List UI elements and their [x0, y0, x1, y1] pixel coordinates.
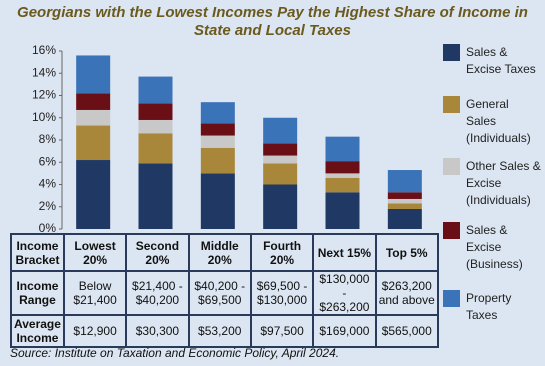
x-tick-label: Top 5% [374, 233, 439, 272]
table-row: Average Income $12,900 $30,300 $53,200 $97,5… [10, 314, 439, 348]
legend-swatch [443, 96, 460, 113]
y-tick-label: 8% [39, 132, 57, 146]
bar-segment [200, 173, 235, 229]
table-cell: $12,900 [62, 314, 128, 348]
table-cell: $40,200 - $69,500 [187, 270, 252, 316]
row-header: Income Bracket [10, 233, 65, 272]
table-cell: $30,300 [125, 314, 190, 348]
y-tick-label: 10% [32, 110, 56, 124]
y-tick-label: 14% [32, 65, 56, 79]
bar-segment [200, 102, 235, 124]
bar-segment [387, 192, 422, 199]
bar-segment [325, 136, 360, 162]
table-row: Income Bracket Lowest 20% Second 20% Middle… [10, 233, 439, 272]
y-tick-label: 0% [39, 221, 57, 235]
y-tick-label: 2% [39, 199, 57, 213]
y-tick-label: 6% [39, 154, 57, 168]
legend-label: Sales & Excise (Business) [466, 223, 523, 271]
y-tick-label: 4% [39, 177, 57, 191]
x-tick-label: Second 20% [125, 233, 190, 272]
table-cell: $21,400 - $40,200 [125, 270, 190, 316]
bar-segment [263, 163, 298, 185]
x-tick-label: Middle 20% [187, 233, 252, 272]
row-header: Income Range [10, 270, 65, 316]
table-cell: $97,500 [249, 314, 315, 348]
bar-segment [263, 155, 298, 164]
row-header: Average Income [10, 314, 65, 348]
x-tick-label: Lowest 20% [62, 233, 128, 272]
table-cell: $69,500 - $130,000 [249, 270, 315, 316]
bar-segment [200, 135, 235, 148]
bar-segment [325, 173, 360, 178]
bar-segment [263, 143, 298, 156]
table-cell: Below $21,400 [62, 270, 128, 316]
legend-swatch [443, 290, 460, 307]
legend-label: Other Sales & Excise (Individuals) [466, 159, 541, 207]
bar-segment [325, 192, 360, 229]
bar-segment [263, 184, 298, 229]
source-note: Source: Institute on Taxation and Econom… [10, 346, 340, 360]
bar-segment [76, 93, 111, 110]
bar-segment [138, 163, 173, 229]
table-cell: $565,000 [374, 314, 439, 348]
legend-label: General Sales (Individuals) [466, 97, 531, 145]
bar-segment [76, 125, 111, 161]
x-tick-label: Fourth 20% [249, 233, 315, 272]
chart-title: Georgians with the Lowest Incomes Pay th… [17, 4, 528, 39]
legend-swatch [443, 158, 460, 175]
table-cell: $53,200 [187, 314, 252, 348]
legend-swatch [443, 44, 460, 61]
income-table: Income Bracket Lowest 20% Second 20% Middle… [10, 233, 439, 348]
table-cell: $263,200 and above [374, 270, 439, 316]
bar-segment [138, 133, 173, 164]
table-cell: $130,000 - $263,200 [312, 270, 377, 316]
bar-segment [200, 147, 235, 174]
legend-label: Property Taxes [466, 291, 512, 322]
table-row: Income Range Below $21,400 $21,400 - $40,2… [10, 270, 439, 316]
bar-segment [387, 198, 422, 204]
bar-segment [76, 160, 111, 229]
bar-segment [138, 103, 173, 120]
bar-segment [138, 119, 173, 134]
bar-segment [325, 177, 360, 193]
bar-segment [76, 109, 111, 126]
bar-segment [200, 123, 235, 136]
y-tick-label: 12% [32, 88, 56, 102]
legend-swatch [443, 222, 460, 239]
legend-label: Sales & Excise Taxes [466, 45, 536, 76]
table-cell: $169,000 [312, 314, 377, 348]
y-tick-label: 16% [32, 43, 56, 57]
bar-segment [263, 117, 298, 144]
bar-segment [138, 76, 173, 104]
bar-segment [387, 208, 422, 229]
bar-segment [387, 203, 422, 209]
x-tick-label: Next 15% [312, 233, 377, 272]
bar-segment [76, 55, 111, 94]
bar-segment [387, 170, 422, 193]
bar-segment [325, 161, 360, 174]
